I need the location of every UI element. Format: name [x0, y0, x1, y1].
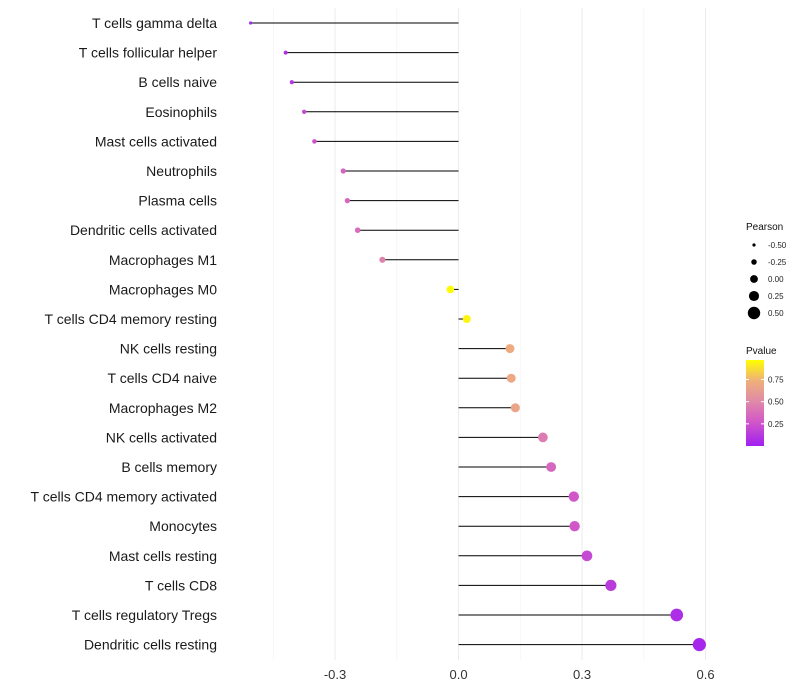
category-labels: T cells gamma delta T cells follicular he… — [31, 15, 218, 653]
data-point — [283, 50, 288, 55]
category-label: T cells follicular helper — [79, 45, 218, 61]
category-label: B cells naive — [138, 74, 217, 90]
data-point — [505, 344, 515, 354]
pearson-legend: Pearson -0.50 -0.25 0.00 0.25 0.50 — [746, 222, 787, 320]
category-label: Dendritic cells resting — [84, 637, 217, 653]
pvalue-legend: Pvalue 0.75 0.50 0.25 — [746, 346, 784, 446]
data-point — [605, 579, 617, 592]
pearson-legend-title: Pearson — [746, 222, 783, 233]
data-point — [354, 227, 361, 233]
pearson-legend-key — [748, 290, 760, 302]
x-tick-label: -0.3 — [324, 667, 346, 682]
data-point — [546, 462, 557, 472]
data-point — [249, 21, 253, 25]
data-point — [581, 550, 593, 562]
pearson-legend-label: 0.25 — [768, 292, 784, 301]
data-point — [344, 197, 351, 204]
category-label: T cells CD4 naive — [108, 370, 218, 386]
data-point — [569, 521, 580, 532]
points — [249, 21, 706, 652]
category-label: T cells gamma delta — [92, 15, 217, 31]
category-label: B cells memory — [121, 459, 217, 475]
data-point — [446, 285, 455, 294]
category-label: Monocytes — [149, 518, 217, 534]
data-point — [462, 315, 471, 323]
pearson-legend-label: 0.00 — [768, 275, 784, 284]
x-tick-label: 0.0 — [449, 667, 467, 682]
category-label: T cells CD4 memory resting — [45, 311, 217, 327]
category-label: Mast cells activated — [95, 133, 217, 149]
pearson-legend-key — [751, 259, 757, 265]
pvalue-legend-label: 0.50 — [768, 398, 784, 407]
category-label: NK cells resting — [120, 341, 217, 357]
data-point — [289, 80, 294, 85]
category-label: Plasma cells — [138, 193, 217, 209]
pvalue-legend-label: 0.25 — [768, 420, 784, 429]
category-label: Macrophages M2 — [109, 400, 217, 416]
category-label: Mast cells resting — [109, 548, 217, 564]
category-label: Dendritic cells activated — [70, 222, 217, 238]
data-point — [506, 373, 516, 383]
pearson-legend-label: 0.50 — [768, 309, 784, 318]
data-point — [568, 491, 579, 502]
data-point — [301, 109, 307, 114]
data-point — [538, 432, 548, 443]
data-point — [312, 139, 317, 144]
pearson-legend-label: -0.50 — [768, 241, 787, 250]
category-label: Eosinophils — [145, 104, 217, 120]
category-label: T cells CD4 memory activated — [31, 489, 217, 505]
stems — [250, 22, 700, 646]
category-label: T cells regulatory Tregs — [72, 607, 217, 623]
pearson-legend-key — [747, 306, 761, 320]
category-label: Macrophages M1 — [109, 252, 217, 268]
data-point — [510, 403, 520, 413]
category-label: NK cells activated — [106, 429, 217, 445]
pearson-legend-label: -0.25 — [768, 258, 787, 267]
pvalue-colorbar — [746, 360, 764, 446]
pvalue-legend-label: 0.75 — [768, 376, 784, 385]
data-point — [340, 168, 346, 174]
x-tick-label: 0.3 — [573, 667, 591, 682]
data-point — [379, 256, 386, 263]
category-label: Neutrophils — [146, 163, 217, 179]
pearson-legend-key — [752, 243, 756, 247]
category-label: Macrophages M0 — [109, 281, 217, 297]
category-label: T cells CD8 — [145, 577, 217, 593]
data-point — [692, 638, 706, 652]
pvalue-legend-title: Pvalue — [746, 346, 777, 357]
x-tick-label: 0.6 — [696, 667, 714, 682]
data-point — [670, 608, 684, 622]
pearson-legend-key — [750, 275, 758, 283]
grid-lines — [272, 8, 707, 660]
x-axis-ticks: -0.3 0.0 0.3 0.6 — [324, 667, 715, 682]
